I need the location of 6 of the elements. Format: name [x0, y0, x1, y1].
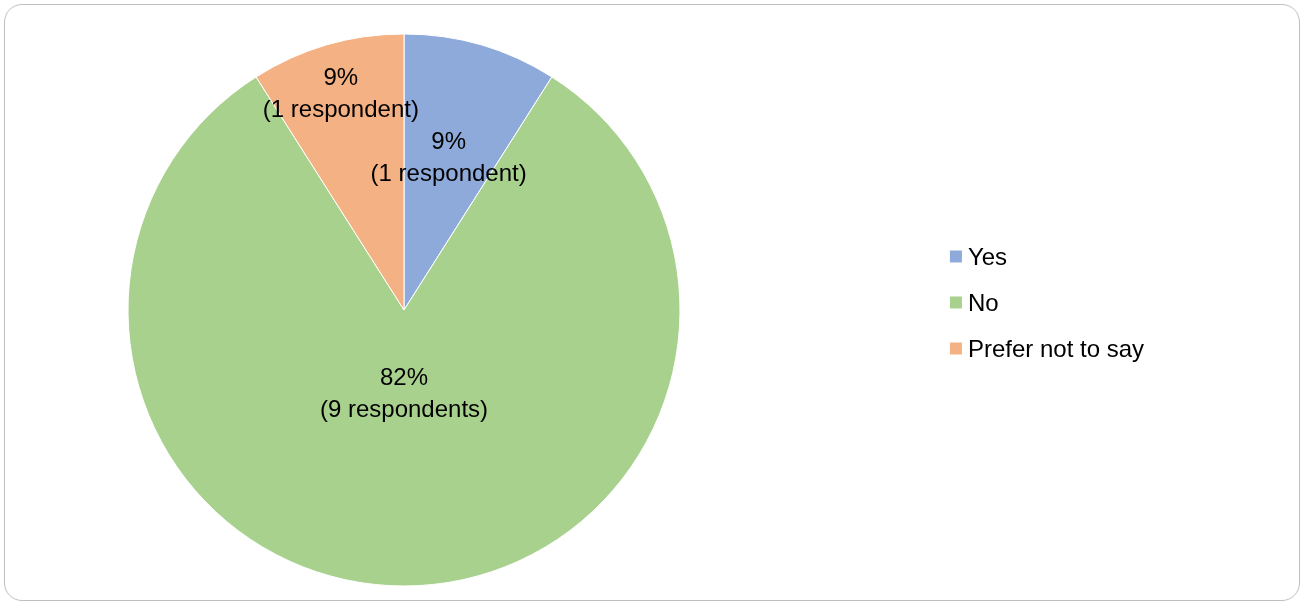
- data-label: 9% (1 respondent): [370, 126, 527, 186]
- legend-label: Prefer not to say: [967, 335, 1145, 362]
- data-label: 82% (9 respondents): [319, 363, 489, 423]
- legend-label: No: [967, 289, 999, 316]
- data-label: 9% (1 respondent): [262, 63, 419, 123]
- legend-label: Yes: [967, 243, 1008, 270]
